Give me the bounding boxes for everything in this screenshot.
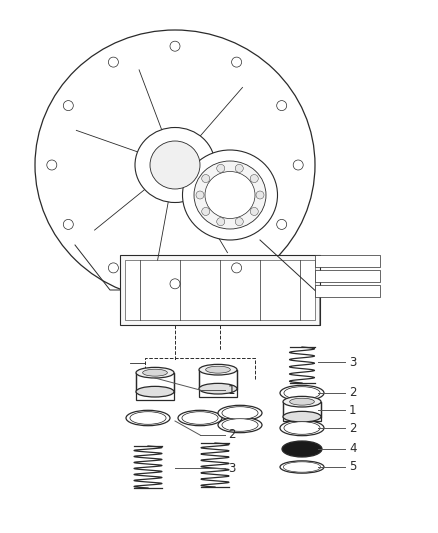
Bar	[125, 260, 315, 320]
Circle shape	[108, 57, 118, 67]
Ellipse shape	[182, 411, 218, 424]
Circle shape	[217, 217, 225, 225]
Circle shape	[108, 263, 118, 273]
Ellipse shape	[206, 366, 230, 373]
Text: 2: 2	[349, 422, 357, 434]
Ellipse shape	[205, 172, 255, 219]
Ellipse shape	[284, 422, 320, 434]
Bar	[315, 270, 380, 282]
Circle shape	[277, 101, 287, 111]
Ellipse shape	[218, 417, 262, 433]
Ellipse shape	[136, 367, 174, 378]
Ellipse shape	[284, 386, 320, 399]
Bar	[315, 285, 380, 297]
Ellipse shape	[199, 365, 237, 375]
Circle shape	[235, 217, 243, 225]
Circle shape	[232, 57, 242, 67]
Ellipse shape	[283, 397, 321, 407]
Circle shape	[235, 164, 243, 172]
Text: 2: 2	[228, 429, 236, 441]
Text: 2: 2	[349, 386, 357, 400]
Ellipse shape	[218, 405, 262, 421]
Text: 1: 1	[349, 403, 357, 416]
Text: 3: 3	[228, 462, 235, 474]
Circle shape	[202, 207, 210, 215]
Ellipse shape	[35, 30, 315, 300]
Circle shape	[170, 279, 180, 289]
Ellipse shape	[283, 411, 321, 422]
Bar	[199, 370, 237, 397]
Bar	[315, 255, 380, 267]
Ellipse shape	[222, 419, 258, 431]
Bar	[120, 255, 320, 325]
Circle shape	[202, 174, 210, 182]
Circle shape	[47, 160, 57, 170]
Ellipse shape	[290, 398, 314, 405]
Text: 1: 1	[228, 384, 236, 397]
Circle shape	[250, 174, 258, 182]
Text: 5: 5	[349, 461, 357, 473]
Ellipse shape	[135, 127, 215, 203]
Ellipse shape	[280, 421, 324, 435]
Ellipse shape	[280, 385, 324, 401]
Ellipse shape	[150, 141, 200, 189]
Ellipse shape	[143, 369, 167, 376]
Bar	[283, 402, 321, 421]
Circle shape	[64, 101, 73, 111]
Circle shape	[196, 191, 204, 199]
Circle shape	[217, 164, 225, 172]
Circle shape	[232, 263, 242, 273]
Ellipse shape	[282, 441, 322, 457]
Circle shape	[277, 220, 287, 229]
Ellipse shape	[222, 407, 258, 419]
Ellipse shape	[178, 410, 222, 426]
Circle shape	[256, 191, 264, 199]
Circle shape	[170, 41, 180, 51]
Ellipse shape	[130, 411, 166, 424]
Ellipse shape	[280, 461, 324, 473]
Text: 4: 4	[349, 442, 357, 456]
Ellipse shape	[136, 386, 174, 397]
Ellipse shape	[199, 383, 237, 394]
Ellipse shape	[283, 462, 321, 472]
Circle shape	[293, 160, 303, 170]
Text: 3: 3	[349, 356, 357, 368]
Ellipse shape	[183, 150, 278, 240]
Ellipse shape	[126, 410, 170, 426]
Circle shape	[250, 207, 258, 215]
Ellipse shape	[194, 161, 266, 229]
Circle shape	[64, 220, 73, 229]
Bar	[136, 373, 174, 400]
